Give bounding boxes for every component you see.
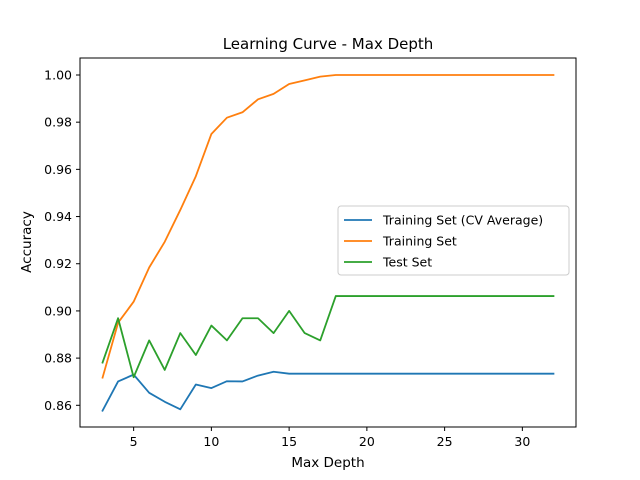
chart-title: Learning Curve - Max Depth — [223, 35, 434, 53]
y-tick-label: 0.86 — [44, 398, 72, 413]
x-axis-label: Max Depth — [291, 455, 364, 471]
legend-label-cv-average: Training Set (CV Average) — [382, 213, 543, 228]
legend-box — [337, 205, 570, 276]
y-tick-label: 0.94 — [44, 209, 72, 224]
x-tick-label: 5 — [130, 434, 138, 449]
x-tick-label: 20 — [359, 434, 375, 449]
y-tick-label: 0.98 — [44, 115, 72, 130]
y-tick-label: 0.88 — [44, 351, 72, 366]
x-tick-label: 30 — [514, 434, 530, 449]
y-axis-label: Accuracy — [19, 211, 35, 273]
series-layer — [101, 74, 555, 412]
legend-label-test-set: Test Set — [382, 255, 432, 270]
x-axis-ticks: 5 10 15 20 25 30 — [130, 427, 530, 449]
y-tick-label: 0.96 — [44, 162, 72, 177]
x-tick-label: 25 — [437, 434, 453, 449]
x-tick-label: 15 — [281, 434, 297, 449]
y-tick-label: 0.92 — [44, 256, 72, 271]
series-line-cv-average — [101, 370, 555, 412]
series-line-training-set — [101, 74, 555, 379]
legend-label-training-set: Training Set — [382, 234, 457, 249]
y-axis-ticks: 0.86 0.88 0.90 0.92 0.94 0.96 0.98 1.00 — [44, 67, 80, 413]
x-tick-label: 10 — [203, 434, 219, 449]
legend: Training Set (CV Average) Training Set T… — [337, 205, 570, 276]
series-line-test-set — [101, 295, 555, 379]
plot-frame — [79, 57, 577, 428]
y-tick-label: 1.00 — [44, 67, 72, 82]
y-tick-label: 0.90 — [44, 303, 72, 318]
